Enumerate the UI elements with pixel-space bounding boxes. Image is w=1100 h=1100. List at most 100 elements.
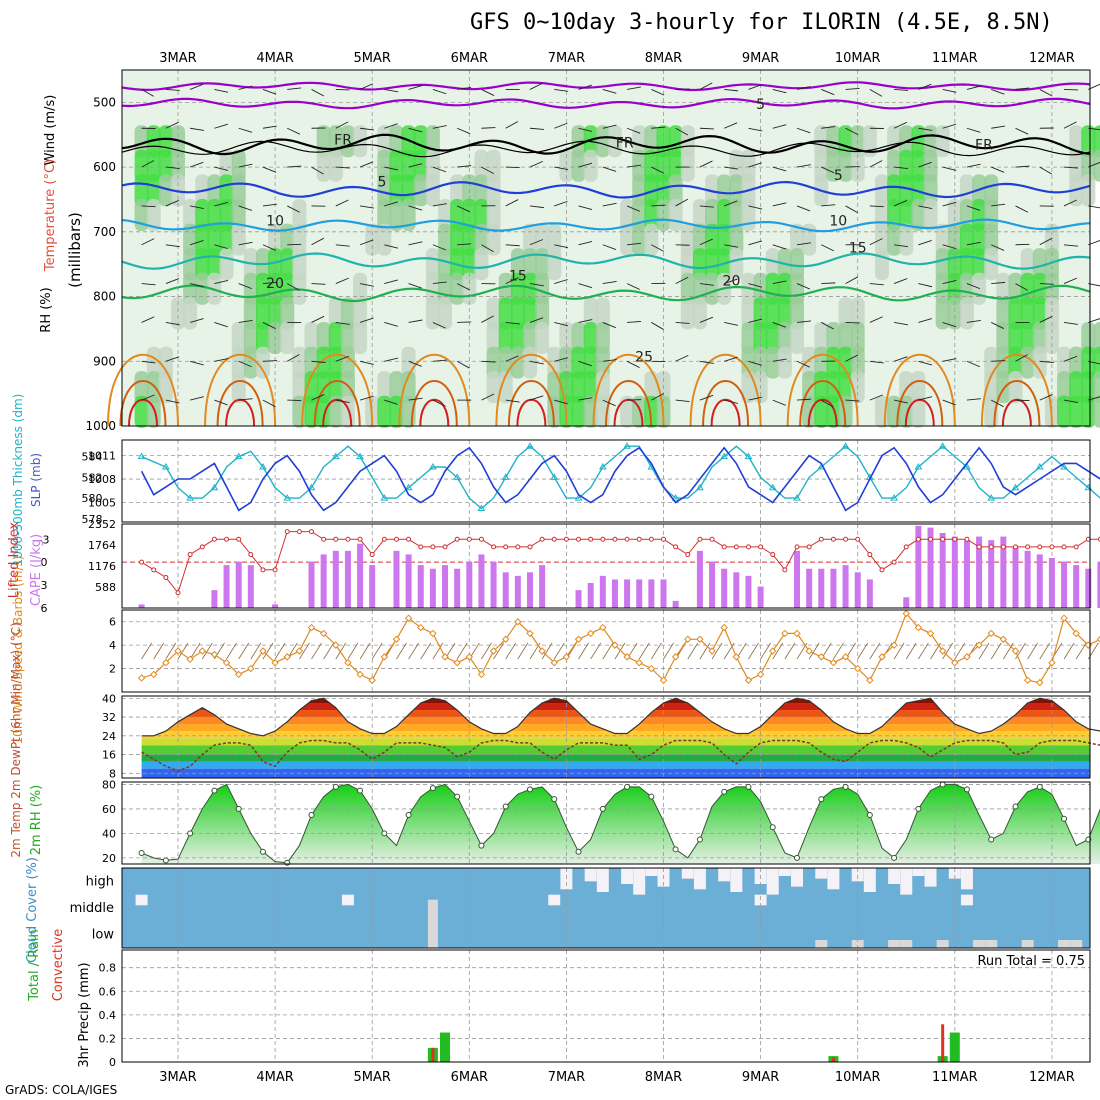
rh-cell [644, 174, 659, 207]
wind-barb [311, 315, 325, 323]
surface-wind-barb [808, 642, 820, 660]
wind-barb [141, 316, 155, 323]
wind-speed-line [141, 612, 1100, 684]
wind-barb [529, 360, 544, 365]
rh-cell [644, 223, 659, 256]
cape-bar [502, 572, 509, 608]
rh-cell [171, 149, 185, 182]
rh-cell [899, 223, 914, 256]
rh-cell [486, 174, 501, 207]
wind-barb [408, 85, 423, 90]
rh-cell [850, 297, 865, 330]
wind-speed-point [975, 641, 983, 649]
warm-contour [419, 398, 450, 427]
wind-speed-point [283, 653, 291, 661]
wind-barb [287, 87, 302, 90]
wind-barb [821, 89, 835, 96]
rh-cell [219, 248, 234, 281]
rh-cell [1057, 371, 1072, 404]
wind-barb [869, 394, 883, 401]
rh-cell [292, 346, 307, 379]
rh-cell [583, 346, 598, 379]
thickness-marker [356, 452, 364, 460]
cape-bar [1061, 561, 1068, 608]
low-cloud-cell [1070, 940, 1083, 948]
lifted-index-point [1073, 544, 1079, 550]
wind-barb [748, 283, 763, 288]
pressure-tick-label: 800 [93, 290, 116, 304]
rh-cell [353, 321, 368, 354]
lifted-index-point [1037, 544, 1043, 550]
wind-barb [942, 322, 957, 328]
thickness-frame [121, 439, 1091, 523]
rh-cell [134, 125, 149, 158]
wind-speed-point [890, 641, 898, 649]
rh-area [141, 784, 1100, 864]
rh-cell [595, 321, 610, 354]
rh-cell [668, 174, 683, 207]
wind-barb [481, 127, 496, 129]
high-cloud-gap [924, 868, 937, 887]
wind-barb [189, 240, 204, 246]
rh-cell [1008, 321, 1023, 354]
precip-legend-convective: Convective [51, 929, 66, 1002]
rh-cell [899, 149, 914, 182]
rh-cell [474, 198, 489, 231]
rh-cell [923, 174, 938, 207]
surface-wind-barb [493, 642, 504, 660]
wind-barb [505, 321, 520, 325]
wind-barb [432, 88, 447, 95]
wind-barb [724, 356, 738, 362]
surface-wind-barb [541, 642, 553, 660]
lifted-index-point [770, 552, 776, 558]
wind-barb [262, 281, 277, 285]
cloud-row-label: low [92, 928, 115, 943]
rh-cell [1044, 248, 1059, 281]
wind-barb [335, 199, 349, 207]
wind-barb [699, 82, 713, 90]
rh-cell [158, 149, 173, 182]
rh-cell [717, 198, 732, 231]
warm-contour [689, 353, 762, 427]
wind-barb [481, 393, 495, 401]
surface-wind-barb [311, 642, 322, 660]
low-cloud-cell [815, 940, 828, 948]
lifted-index-point [260, 567, 266, 573]
wind-barb [1015, 165, 1030, 168]
cape-tick-label: 1764 [88, 539, 116, 552]
rh-cell [765, 321, 780, 354]
precip-legend-total: Total / Rain [27, 929, 42, 1002]
rh-cell [583, 321, 598, 354]
wind-barb [796, 360, 810, 368]
wind-barb [189, 83, 204, 90]
rh-cell [510, 321, 525, 354]
wind-barb [894, 166, 909, 170]
cape-bar [1073, 565, 1080, 608]
wind-speed-point [878, 653, 886, 661]
cloud-row-label: high [86, 874, 114, 889]
wind-barb [432, 322, 446, 329]
surface-wind-barb [153, 642, 165, 660]
wind-barb [699, 283, 714, 286]
wind-speed-point [550, 659, 558, 667]
cape-bar [138, 604, 145, 608]
rh-cell [328, 297, 343, 330]
date-label-bottom: 3MAR [159, 1070, 196, 1085]
wind-barb [724, 244, 739, 248]
thickness-tick-label: 582 [82, 471, 103, 484]
lifted-index-point [782, 567, 788, 573]
rh-cell [1081, 125, 1096, 158]
wind-barb [796, 320, 811, 323]
lifted-index-point [976, 544, 982, 550]
wind-barb [894, 399, 908, 404]
lifted-index-point [1000, 544, 1006, 550]
wind-barb [675, 276, 689, 285]
lifted-index-point [284, 529, 290, 535]
wind-barb [626, 360, 640, 369]
wind-barb [165, 200, 179, 207]
cape-bar [454, 568, 461, 608]
wind-barb [165, 121, 179, 129]
thickness-marker [696, 483, 704, 491]
wind-speed-point [951, 659, 959, 667]
wind-barb [238, 283, 252, 290]
